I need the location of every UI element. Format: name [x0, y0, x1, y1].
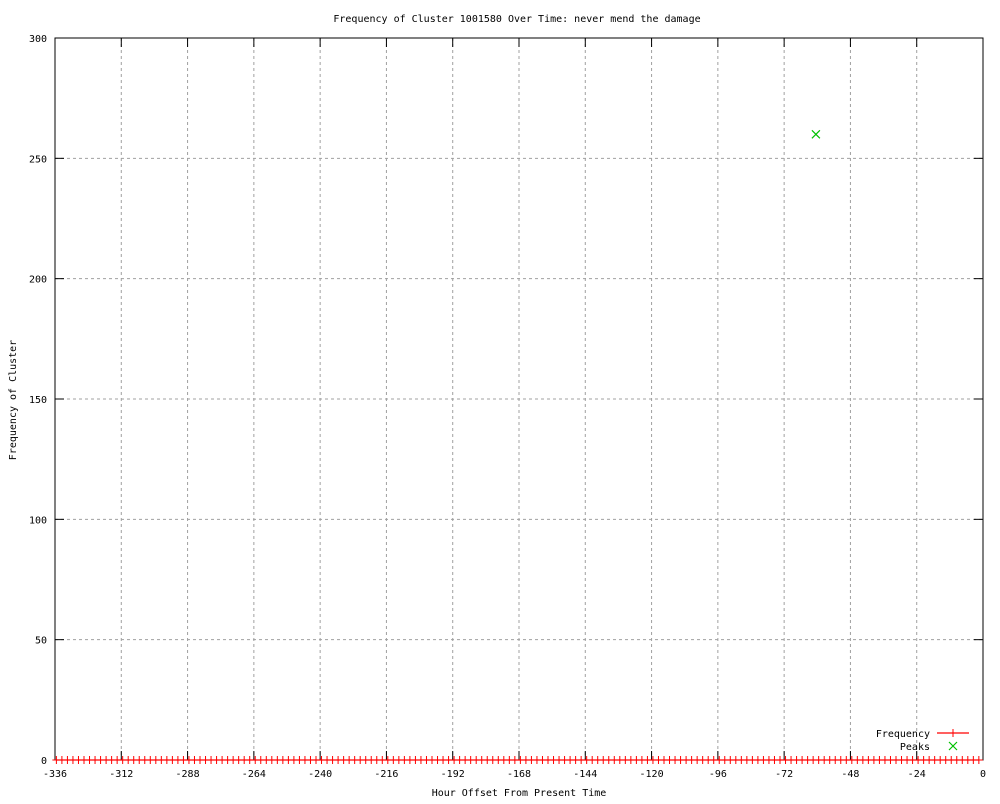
legend-label-peaks: Peaks — [900, 742, 930, 753]
x-tick-label: -168 — [507, 769, 531, 780]
y-tick-label: 100 — [29, 515, 47, 526]
legend-marker-frequency — [949, 729, 957, 737]
x-tick-label: -24 — [908, 769, 926, 780]
x-tick-label: -72 — [775, 769, 793, 780]
x-tick-label: -216 — [374, 769, 398, 780]
x-tick-label: -312 — [109, 769, 133, 780]
frequency-point — [974, 756, 983, 764]
x-tick-label: -120 — [640, 769, 664, 780]
x-tick-label: -144 — [573, 769, 597, 780]
x-tick-label: -96 — [709, 769, 727, 780]
legend-marker-peaks — [948, 741, 958, 751]
x-axis-label: Hour Offset From Present Time — [432, 788, 607, 799]
chart-title: Frequency of Cluster 1001580 Over Time: … — [333, 14, 700, 25]
y-tick-label: 150 — [29, 395, 47, 406]
y-tick-label: 300 — [29, 34, 47, 45]
x-tick-label: -48 — [841, 769, 859, 780]
y-tick-label: 200 — [29, 275, 47, 286]
peak-point — [811, 129, 821, 139]
y-axis-label: Frequency of Cluster — [8, 340, 19, 460]
y-tick-label: 50 — [35, 636, 47, 647]
legend-label-frequency: Frequency — [876, 729, 930, 740]
x-tick-label: -264 — [242, 769, 266, 780]
y-tick-label: 250 — [29, 154, 47, 165]
x-tick-label: 0 — [980, 769, 986, 780]
y-tick-label: 0 — [41, 756, 47, 767]
x-tick-label: -288 — [176, 769, 200, 780]
x-tick-label: -336 — [43, 769, 67, 780]
x-tick-label: -192 — [441, 769, 465, 780]
x-tick-label: -240 — [308, 769, 332, 780]
